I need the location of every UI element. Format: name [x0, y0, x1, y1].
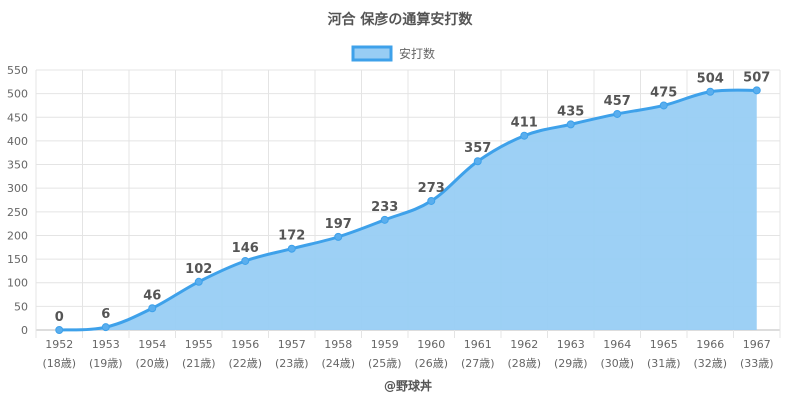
x-tick-label: 1959	[371, 338, 399, 351]
chart-title: 河合 保彦の通算安打数	[328, 11, 474, 28]
data-point	[566, 120, 575, 129]
y-tick-label: 550	[7, 64, 28, 77]
x-tick-sublabel: (30歳)	[600, 357, 634, 370]
data-point	[520, 131, 529, 140]
x-tick-sublabel: (20歳)	[135, 357, 169, 370]
legend-swatch	[351, 45, 393, 62]
data-point	[101, 323, 110, 332]
y-tick-label: 400	[7, 135, 28, 148]
y-tick-label: 500	[7, 88, 28, 101]
data-point	[194, 277, 203, 286]
y-tick-label: 50	[14, 300, 28, 313]
legend[interactable]: 安打数	[351, 45, 435, 62]
data-point	[287, 244, 296, 253]
x-tick-label: 1956	[231, 338, 259, 351]
x-tick-label: 1960	[417, 338, 445, 351]
credit: @野球丼	[384, 378, 432, 393]
x-tick-label: 1962	[510, 338, 538, 351]
data-label: 504	[697, 72, 724, 87]
x-tick-label: 1967	[743, 338, 771, 351]
data-label: 46	[143, 288, 161, 303]
x-tick-label: 1955	[185, 338, 213, 351]
x-tick-sublabel: (19歳)	[89, 357, 123, 370]
data-label: 102	[185, 262, 212, 277]
y-tick-label: 100	[7, 277, 28, 290]
x-tick-sublabel: (18歳)	[42, 357, 76, 370]
y-tick-label: 250	[7, 206, 28, 219]
data-label: 475	[650, 85, 677, 100]
x-tick-label: 1963	[557, 338, 585, 351]
data-point	[706, 87, 715, 96]
data-label: 6	[101, 307, 110, 322]
x-tick-sublabel: (33歳)	[740, 357, 774, 370]
y-tick-label: 200	[7, 229, 28, 242]
x-tick-label: 1952	[45, 338, 73, 351]
x-tick-label: 1954	[138, 338, 166, 351]
x-tick-sublabel: (21歳)	[182, 357, 216, 370]
y-tick-label: 350	[7, 159, 28, 172]
x-tick-label: 1961	[464, 338, 492, 351]
data-point	[380, 215, 389, 224]
x-tick-sublabel: (25歳)	[368, 357, 402, 370]
data-point	[659, 101, 668, 110]
data-label: 233	[371, 200, 398, 215]
data-label: 435	[557, 104, 584, 119]
data-point	[148, 304, 157, 313]
y-tick-label: 150	[7, 253, 28, 266]
x-tick-sublabel: (32歳)	[693, 357, 727, 370]
y-tick-label: 0	[21, 324, 28, 337]
legend-label: 安打数	[399, 46, 435, 61]
series-area	[59, 90, 757, 330]
series-line	[59, 88, 757, 332]
data-label: 197	[325, 217, 352, 232]
y-tick-label: 300	[7, 182, 28, 195]
data-label: 273	[418, 181, 445, 196]
x-tick-label: 1964	[603, 338, 631, 351]
data-point	[473, 157, 482, 166]
data-label: 411	[511, 116, 538, 131]
x-tick-label: 1958	[324, 338, 352, 351]
x-tick-label: 1953	[92, 338, 120, 351]
x-tick-label: 1965	[650, 338, 678, 351]
data-label: 457	[604, 94, 631, 109]
data-point	[613, 109, 622, 118]
x-tick-sublabel: (31歳)	[647, 357, 681, 370]
data-point	[752, 86, 761, 95]
data-label: 172	[278, 229, 305, 244]
data-label: 357	[464, 141, 491, 156]
x-tick-sublabel: (29歳)	[554, 357, 588, 370]
x-tick-sublabel: (24歳)	[321, 357, 355, 370]
data-label: 0	[55, 310, 64, 325]
data-point	[427, 196, 436, 205]
x-tick-sublabel: (27歳)	[461, 357, 495, 370]
y-tick-label: 450	[7, 111, 28, 124]
x-tick-label: 1957	[278, 338, 306, 351]
x-tick-sublabel: (26歳)	[414, 357, 448, 370]
x-tick-label: 1966	[696, 338, 724, 351]
data-point	[334, 232, 343, 241]
data-point	[55, 326, 64, 334]
data-label: 146	[232, 241, 259, 256]
x-tick-sublabel: (28歳)	[507, 357, 541, 370]
data-label: 507	[743, 70, 770, 85]
data-point	[241, 256, 250, 265]
x-tick-sublabel: (23歳)	[275, 357, 309, 370]
x-tick-sublabel: (22歳)	[228, 357, 262, 370]
